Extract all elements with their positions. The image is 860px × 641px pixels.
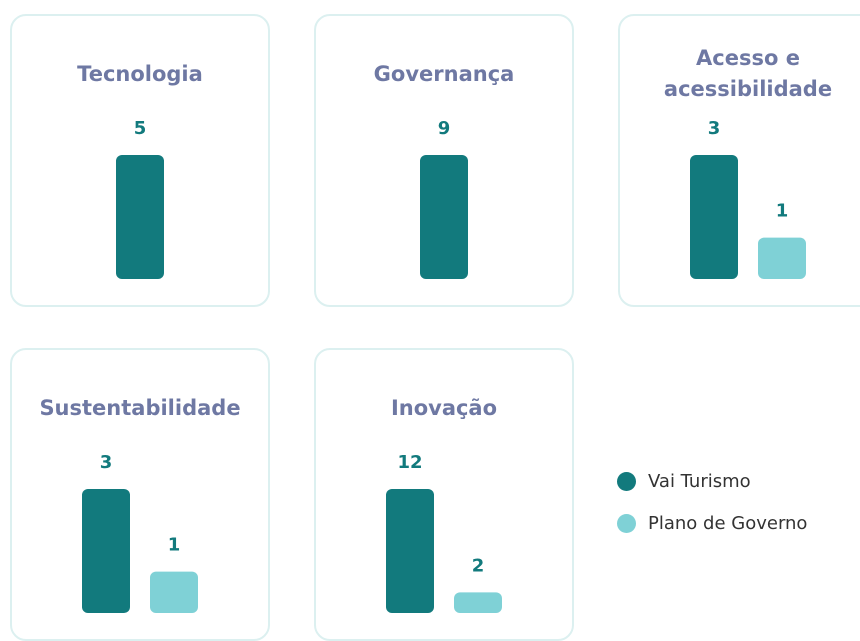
chart-panel: Inovação 12 2 [314, 348, 574, 641]
bar [116, 155, 164, 279]
chart: 5 [116, 118, 164, 279]
bar [420, 155, 468, 279]
legend: Vai Turismo Plano de Governo [617, 460, 807, 544]
bar [386, 489, 434, 613]
chart-title: Inovação [390, 395, 498, 420]
value-label: 1 [168, 535, 181, 556]
chart: 12 2 [386, 452, 502, 613]
value-label: 12 [397, 452, 422, 473]
chart-panel: Governança 9 [314, 14, 574, 307]
value-label: 9 [438, 118, 451, 139]
legend-label: Vai Turismo [648, 470, 751, 492]
bar [758, 237, 806, 279]
legend-item: Plano de Governo [617, 502, 807, 544]
chart-panel: Tecnologia 5 [10, 14, 270, 307]
bar [454, 592, 502, 613]
value-label: 3 [708, 118, 721, 139]
chart: 9 [420, 118, 468, 279]
value-label: 5 [134, 118, 147, 139]
legend-item: Vai Turismo [617, 460, 807, 502]
bar [150, 571, 198, 613]
bar [82, 489, 130, 613]
chart-title: Governança [373, 61, 515, 86]
chart-panel: Sustentabilidade 3 1 [10, 348, 270, 641]
legend-label: Plano de Governo [648, 512, 808, 534]
legend-swatch [617, 471, 636, 491]
value-label: 1 [776, 201, 789, 222]
legend-swatch [617, 513, 636, 533]
chart-panel: Acesso e acessibilidade 3 1 [618, 14, 860, 307]
value-label: 2 [472, 555, 485, 576]
chart-title: Tecnologia [77, 61, 203, 86]
chart-title: Sustentabilidade [39, 395, 241, 420]
chart-title: Acesso e acessibilidade [663, 46, 833, 101]
chart: 31 [82, 452, 198, 613]
value-label: 3 [100, 452, 113, 473]
bar [690, 155, 738, 279]
chart: 31 [690, 118, 806, 279]
